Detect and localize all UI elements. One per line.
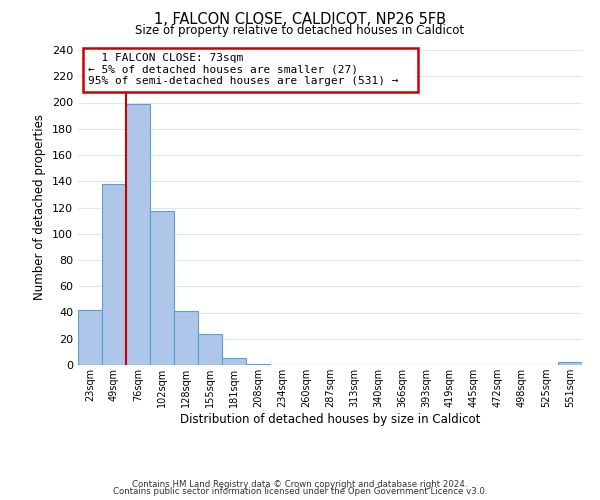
Bar	[246, 364, 270, 365]
Text: Contains HM Land Registry data © Crown copyright and database right 2024.: Contains HM Land Registry data © Crown c…	[132, 480, 468, 489]
Bar	[102, 184, 126, 365]
Text: 1, FALCON CLOSE, CALDICOT, NP26 5FB: 1, FALCON CLOSE, CALDICOT, NP26 5FB	[154, 12, 446, 28]
Bar	[126, 104, 150, 365]
Text: Size of property relative to detached houses in Caldicot: Size of property relative to detached ho…	[136, 24, 464, 37]
Text: Contains public sector information licensed under the Open Government Licence v3: Contains public sector information licen…	[113, 487, 487, 496]
Bar	[558, 362, 582, 365]
Bar	[198, 334, 222, 365]
Bar	[174, 311, 198, 365]
Bar	[150, 212, 174, 365]
X-axis label: Distribution of detached houses by size in Caldicot: Distribution of detached houses by size …	[180, 413, 480, 426]
Y-axis label: Number of detached properties: Number of detached properties	[34, 114, 46, 300]
Bar	[222, 358, 246, 365]
Text: 1 FALCON CLOSE: 73sqm
← 5% of detached houses are smaller (27)
95% of semi-detac: 1 FALCON CLOSE: 73sqm ← 5% of detached h…	[88, 53, 412, 86]
Bar	[78, 310, 102, 365]
